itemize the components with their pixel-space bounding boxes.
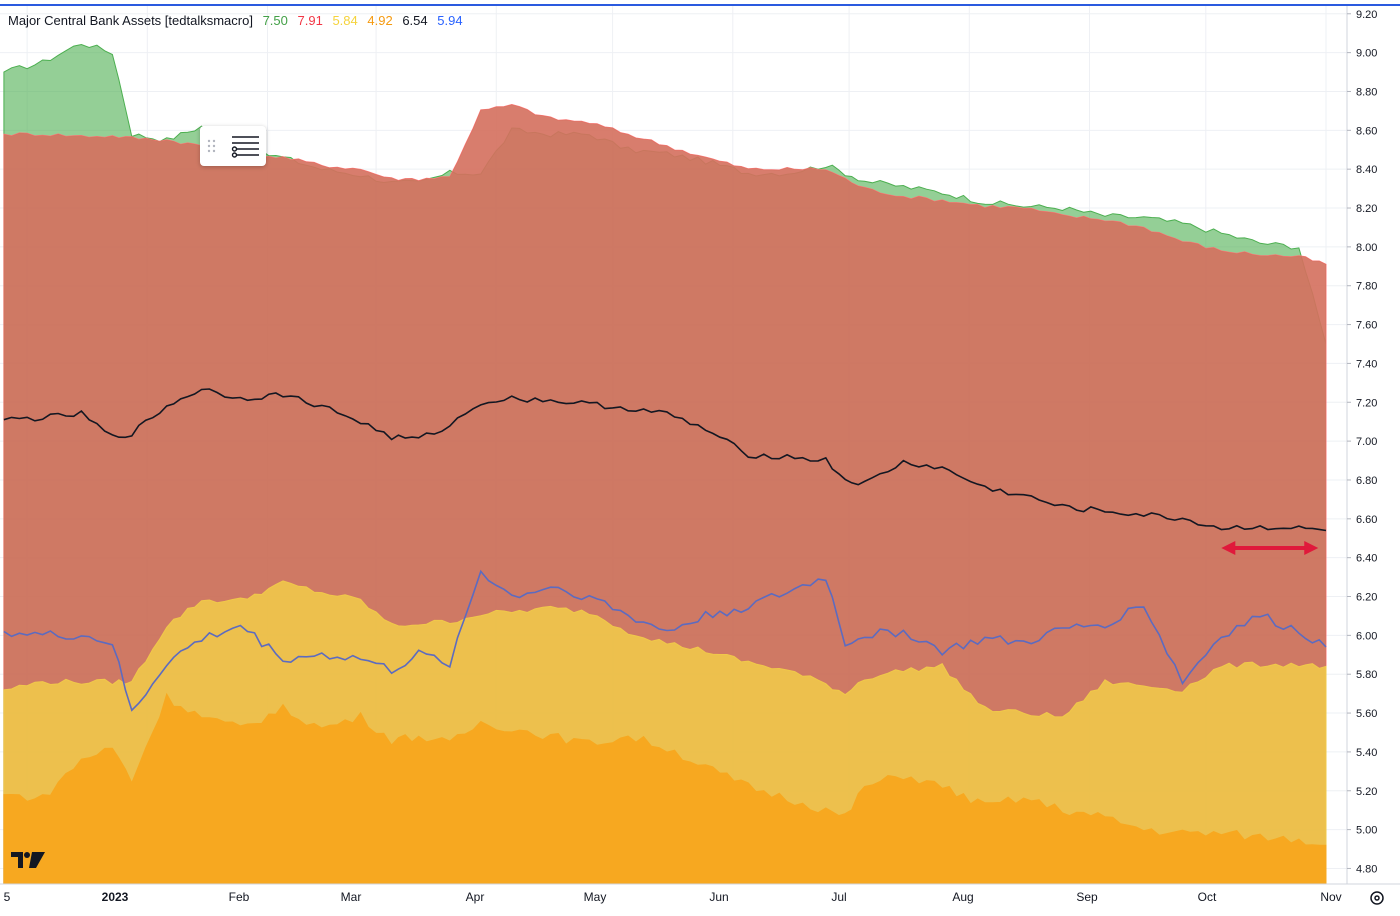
- y-tick-label: 5.00: [1356, 825, 1377, 837]
- x-tick-label: Apr: [466, 890, 485, 904]
- legend: Major Central Bank Assets [tedtalksmacro…: [8, 13, 469, 28]
- y-tick-label: 6.20: [1356, 592, 1377, 604]
- y-tick-label: 6.40: [1356, 553, 1377, 565]
- y-tick-label: 9.20: [1356, 9, 1377, 21]
- tradingview-logo-icon: [10, 850, 46, 875]
- floating-toolbar[interactable]: [200, 126, 266, 166]
- legend-value-green: 7.50: [262, 13, 288, 28]
- y-tick-label: 5.20: [1356, 786, 1377, 798]
- x-tick-label: Oct: [1198, 890, 1217, 904]
- series-line-black: [3, 388, 1327, 532]
- y-tick-label: 8.80: [1356, 86, 1377, 98]
- legend-value-red: 7.91: [297, 13, 323, 28]
- series-line-blue: [3, 569, 1327, 712]
- y-tick-label: 4.80: [1356, 863, 1377, 875]
- chart-title: Major Central Bank Assets [tedtalksmacro…: [8, 13, 253, 28]
- legend-value-black: 6.54: [402, 13, 428, 28]
- y-tick-label: 8.40: [1356, 164, 1377, 176]
- settings-gear-icon[interactable]: [1370, 891, 1384, 905]
- y-tick-label: 7.80: [1356, 281, 1377, 293]
- legend-value-orange: 4.92: [367, 13, 393, 28]
- y-tick-label: 6.60: [1356, 514, 1377, 526]
- x-tick-label: Nov: [1320, 890, 1341, 904]
- x-tick-label: Aug: [952, 890, 973, 904]
- drag-handle-icon[interactable]: [207, 139, 216, 153]
- y-tick-label: 6.80: [1356, 475, 1377, 487]
- time-scale[interactable]: [0, 884, 1400, 911]
- y-tick-label: 8.60: [1356, 125, 1377, 137]
- x-tick-label: May: [584, 890, 607, 904]
- x-tick-label: Mar: [341, 890, 362, 904]
- y-tick-label: 6.00: [1356, 630, 1377, 642]
- annotation-double-arrow[interactable]: [1221, 540, 1319, 555]
- y-tick-label: 5.40: [1356, 747, 1377, 759]
- settings-lines-icon[interactable]: [231, 136, 259, 158]
- legend-value-yellow: 5.84: [332, 13, 358, 28]
- y-tick-label: 8.20: [1356, 203, 1377, 215]
- y-tick-label: 7.00: [1356, 436, 1377, 448]
- x-tick-label: Jul: [831, 890, 846, 904]
- y-tick-label: 5.60: [1356, 708, 1377, 720]
- y-tick-label: 7.20: [1356, 397, 1377, 409]
- x-tick-label: Jun: [709, 890, 728, 904]
- y-tick-label: 8.00: [1356, 242, 1377, 254]
- x-tick-label: 2023: [102, 890, 129, 904]
- y-tick-label: 7.60: [1356, 320, 1377, 332]
- y-tick-label: 7.40: [1356, 358, 1377, 370]
- x-tick-label: 5: [4, 890, 11, 904]
- y-tick-label: 9.00: [1356, 48, 1377, 60]
- x-tick-label: Sep: [1076, 890, 1098, 904]
- price-scale[interactable]: [1347, 6, 1400, 884]
- legend-value-blue: 5.94: [437, 13, 463, 28]
- y-tick-label: 5.80: [1356, 669, 1377, 681]
- series-area-orange: [3, 692, 1327, 885]
- x-tick-label: Feb: [229, 890, 250, 904]
